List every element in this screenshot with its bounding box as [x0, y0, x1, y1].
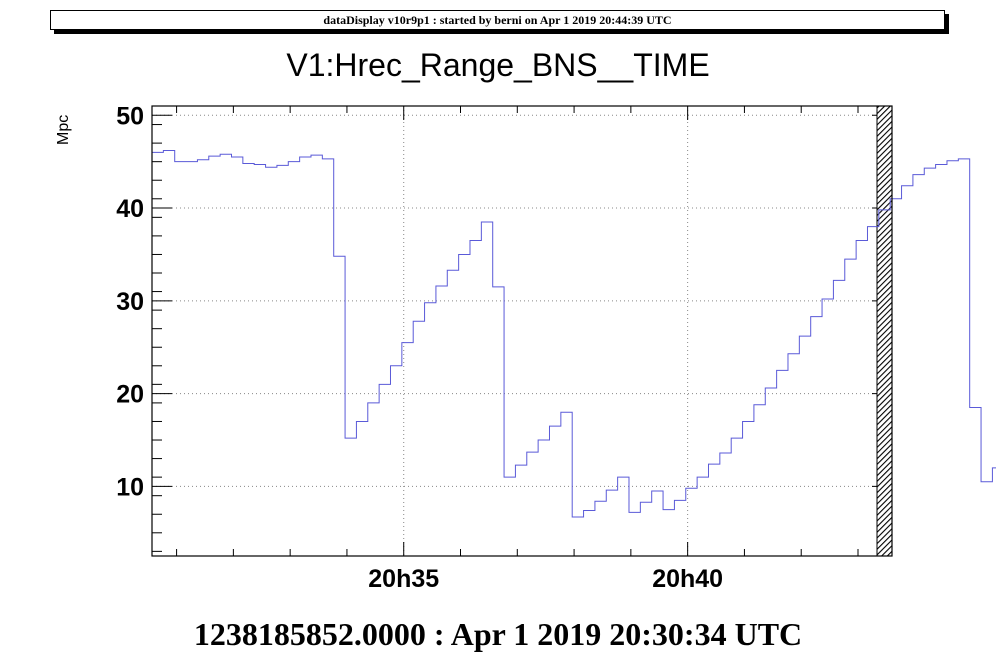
footer-timestamp: 1238185852.0000 : Apr 1 2019 20:30:34 UT… [193, 616, 803, 652]
x-tick-label: 20h40 [652, 565, 723, 593]
overflow-hatch [876, 105, 893, 557]
plot-frame [151, 105, 893, 557]
y-tick-labels: 10 20 30 40 50 [116, 102, 144, 501]
series-line [152, 150, 996, 518]
y-tick-label: 10 [116, 473, 144, 501]
axes [152, 106, 892, 556]
y-tick-label: 30 [116, 288, 144, 316]
grid-lines [152, 106, 892, 556]
y-axis-label: Mpc [55, 115, 72, 145]
y-tick-label: 20 [116, 381, 144, 409]
y-tick-label: 40 [116, 195, 144, 223]
x-tick-labels: 20h35 20h40 [368, 565, 723, 593]
y-tick-label: 50 [116, 102, 144, 130]
header-banner: dataDisplay v10r9p1 : started by berni o… [50, 10, 945, 30]
chart-title: V1:Hrec_Range_BNS__TIME [286, 47, 710, 83]
x-tick-label: 20h35 [368, 565, 439, 593]
